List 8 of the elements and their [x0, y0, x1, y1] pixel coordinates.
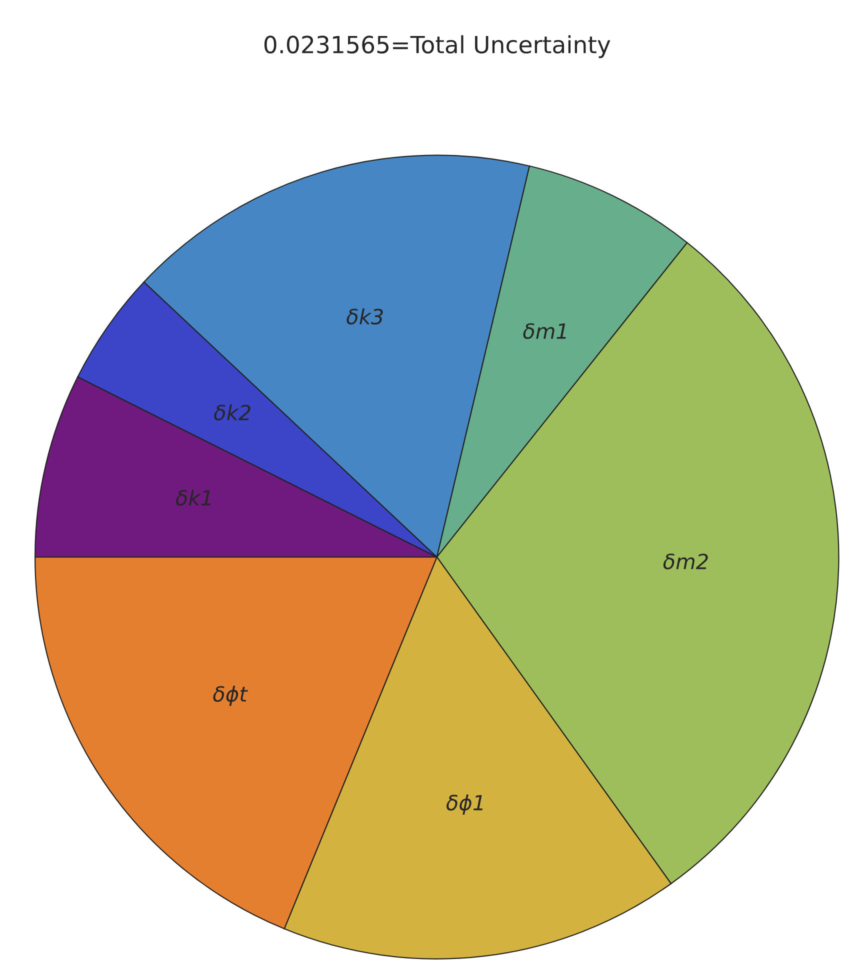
slice-label: δk2	[214, 404, 250, 420]
slice-label: δϕt	[213, 686, 248, 706]
slice-label: δϕ1	[446, 794, 483, 815]
chart-title: 0.0231565=Total Uncertainty	[264, 35, 610, 58]
slice-label: δm2	[663, 554, 708, 570]
slice-label: δk3	[346, 308, 383, 325]
slice-label: δk1	[176, 490, 210, 506]
slice-label: δm1	[523, 323, 566, 340]
